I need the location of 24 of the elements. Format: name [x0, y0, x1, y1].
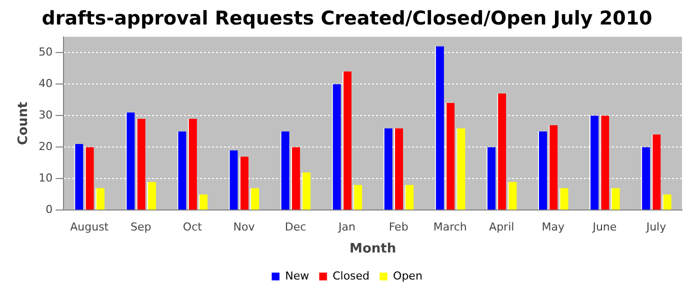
- x-tick-label: Nov: [233, 220, 256, 234]
- y-tick-label: 50: [38, 45, 53, 58]
- x-tick-label: Oct: [182, 220, 203, 234]
- x-tick-label: March: [433, 220, 467, 234]
- x-tick-label: Feb: [388, 220, 408, 234]
- x-tick-label: May: [542, 220, 566, 234]
- x-tick-label: Jan: [338, 220, 356, 234]
- y-axis-title: Count: [16, 102, 32, 146]
- x-tick-label: July: [645, 220, 667, 234]
- x-axis-title: Month: [350, 242, 396, 257]
- x-tick-label: June: [592, 220, 617, 234]
- chart-title: drafts-approval Requests Created/Closed/Open July 2010: [42, 7, 652, 30]
- legend-label: New: [285, 269, 310, 282]
- x-tick-label: April: [489, 220, 514, 234]
- legend-label: Closed: [332, 269, 370, 282]
- y-tick-label: 20: [38, 140, 53, 154]
- y-tick-label: 10: [38, 172, 53, 185]
- x-tick-label: August: [70, 220, 110, 234]
- x-tick-label: Dec: [284, 220, 306, 234]
- y-tick-label: 30: [38, 108, 53, 122]
- legend-label: Open: [393, 269, 422, 282]
- x-tick-label: Sep: [130, 220, 152, 234]
- y-tick-label: 40: [38, 76, 53, 90]
- y-tick-label: 0: [46, 203, 53, 216]
